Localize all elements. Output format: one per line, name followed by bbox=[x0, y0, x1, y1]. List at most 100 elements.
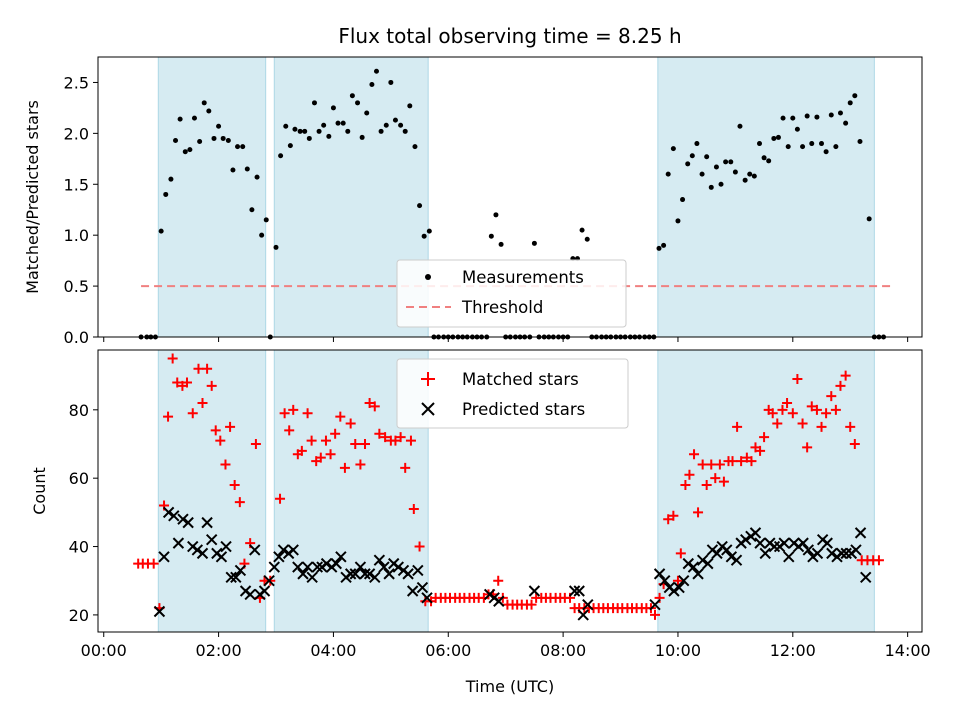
matched-star-point bbox=[873, 555, 884, 566]
x-tick-label: 08:00 bbox=[540, 641, 586, 660]
top-y-tick-label: 0.5 bbox=[64, 277, 89, 296]
measurement-point bbox=[426, 228, 432, 234]
predicted-star-point bbox=[659, 575, 671, 587]
predicted-star-point bbox=[153, 605, 166, 618]
matched-star-point bbox=[806, 401, 817, 412]
matched-star-point bbox=[206, 380, 217, 391]
measurement-point bbox=[302, 128, 308, 134]
bottom-axes-frame bbox=[97, 349, 923, 633]
top-x-ticks bbox=[103, 337, 909, 342]
predicted-star-point bbox=[797, 537, 809, 549]
matched-star-point bbox=[220, 459, 231, 470]
matched-star-point bbox=[364, 397, 375, 408]
matched-star-point bbox=[680, 480, 691, 491]
shaded-interval-top-0 bbox=[157, 56, 267, 338]
matched-star-point bbox=[374, 428, 385, 439]
measurement-point bbox=[737, 123, 743, 129]
measurement-point bbox=[843, 120, 849, 126]
predicted-star-point bbox=[582, 598, 594, 611]
matched-star-point bbox=[369, 401, 380, 412]
predicted-star-point bbox=[416, 581, 429, 594]
matched-star-point bbox=[792, 374, 803, 385]
measurement-point bbox=[421, 233, 427, 239]
predicted-star-point bbox=[528, 585, 541, 597]
predicted-star-point bbox=[297, 568, 309, 580]
predicted-star-point bbox=[191, 544, 204, 556]
predicted-star-point bbox=[344, 568, 357, 580]
matched-star-point bbox=[229, 480, 240, 491]
measurement-point bbox=[665, 171, 671, 177]
predicted-star-point bbox=[682, 557, 695, 570]
predicted-star-point bbox=[215, 551, 228, 563]
matched-star-point bbox=[390, 435, 401, 446]
matched-star-point bbox=[202, 363, 213, 374]
measurement-point bbox=[168, 176, 174, 182]
predicted-star-point bbox=[335, 551, 347, 563]
matched-star-point bbox=[816, 421, 827, 432]
measurement-point bbox=[211, 135, 217, 141]
measurement-point bbox=[857, 139, 863, 145]
measurement-point bbox=[837, 110, 843, 116]
predicted-star-point bbox=[692, 568, 704, 580]
matched-star-point bbox=[849, 439, 860, 449]
matched-star-point bbox=[193, 363, 204, 374]
matched-star-point bbox=[675, 548, 686, 559]
predicted-star-point bbox=[702, 557, 714, 570]
measurement-point bbox=[847, 100, 853, 106]
measurement-point bbox=[866, 216, 872, 222]
measurement-point bbox=[287, 143, 293, 149]
predicted-star-point bbox=[759, 547, 771, 560]
predicted-star-point bbox=[225, 571, 237, 584]
measurement-point bbox=[579, 227, 585, 233]
measurement-point bbox=[388, 79, 394, 85]
predicted-star-point bbox=[330, 557, 343, 570]
matched-star-point bbox=[526, 599, 537, 610]
measurement-point bbox=[718, 181, 724, 187]
bottom-y-ticks: 20 40 60 80 bbox=[69, 401, 98, 625]
matched-star-point bbox=[210, 425, 221, 436]
predicted-star-point bbox=[730, 554, 743, 566]
measurement-point bbox=[244, 166, 250, 172]
measurement-point bbox=[235, 144, 241, 150]
measurement-point bbox=[407, 103, 413, 109]
measurement-point bbox=[680, 197, 686, 203]
matched-star-point bbox=[668, 510, 679, 521]
predicted-star-point bbox=[220, 540, 232, 553]
matched-star-point bbox=[787, 408, 798, 419]
predicted-star-point bbox=[711, 547, 723, 560]
predicted-star-point bbox=[835, 547, 848, 560]
bottom-y-axis-label: Count bbox=[30, 467, 49, 515]
measurement-point bbox=[742, 177, 748, 183]
measurement-point bbox=[359, 134, 365, 140]
measurement-point bbox=[273, 244, 279, 250]
measurement-point bbox=[326, 133, 332, 139]
measurement-point bbox=[177, 116, 183, 122]
predicted-star-point bbox=[673, 581, 685, 594]
predicted-star-point bbox=[406, 585, 419, 597]
matched-star-point bbox=[797, 418, 808, 429]
measurement-point bbox=[240, 144, 246, 150]
matched-star-point bbox=[296, 445, 307, 456]
x-tick-label: 06:00 bbox=[425, 641, 471, 660]
matched-star-point bbox=[710, 473, 721, 484]
top-legend-box bbox=[396, 259, 627, 328]
matched-star-point bbox=[802, 442, 813, 453]
matched-star-point bbox=[689, 449, 700, 460]
matched-star-point bbox=[777, 404, 788, 415]
predicted-star-point bbox=[412, 564, 424, 577]
measurement-points bbox=[138, 68, 887, 340]
top-y-ticks: 0.0 0.5 1.0 1.5 2.0 2.5 bbox=[64, 73, 98, 347]
matched-star-point bbox=[493, 575, 504, 586]
bottom-panel: 20 40 60 80 00:00 02:00 04:00 06:00 08:00 10:00 1… bbox=[30, 349, 931, 696]
measurement-point bbox=[263, 217, 269, 223]
measurement-point bbox=[197, 139, 203, 145]
predicted-star-point bbox=[778, 537, 790, 549]
measurement-point bbox=[794, 126, 800, 132]
bottom-y-tick-label: 40 bbox=[69, 538, 89, 557]
measurement-point bbox=[689, 153, 695, 159]
x-tick-label: 10:00 bbox=[655, 641, 701, 660]
top-axes-frame bbox=[97, 56, 923, 338]
predicted-star-point bbox=[687, 561, 700, 573]
measurement-point bbox=[670, 146, 676, 152]
matched-star-point bbox=[360, 439, 371, 449]
